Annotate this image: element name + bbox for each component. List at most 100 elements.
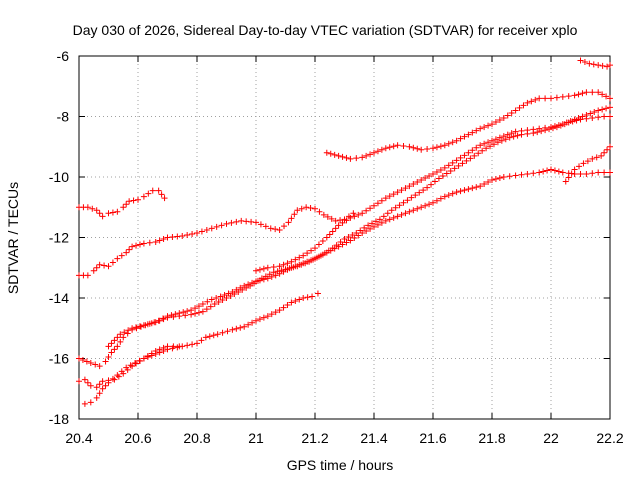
data-point	[276, 307, 283, 314]
data-point	[477, 142, 484, 149]
data-point	[567, 118, 574, 125]
data-point	[408, 194, 415, 201]
data-point	[133, 324, 140, 331]
data-point	[324, 213, 331, 220]
data-point	[208, 296, 215, 303]
data-point	[315, 241, 322, 248]
x-tick-label: 20.4	[65, 430, 92, 446]
data-point	[374, 221, 381, 228]
data-point	[367, 151, 374, 158]
data-point	[286, 265, 293, 272]
data-point	[93, 394, 100, 401]
data-point	[83, 358, 90, 365]
data-point	[353, 229, 360, 236]
x-tick-label: 20.8	[183, 430, 210, 446]
data-point	[580, 160, 587, 167]
data-point	[256, 316, 263, 323]
data-point	[248, 218, 255, 225]
data-point	[376, 216, 383, 223]
data-point	[79, 357, 86, 364]
y-tick-label: -6	[57, 48, 70, 64]
data-point	[347, 214, 354, 221]
data-point	[555, 122, 562, 129]
data-point	[243, 284, 250, 291]
data-point	[90, 267, 97, 274]
data-point	[544, 167, 551, 174]
data-point	[559, 121, 566, 128]
data-point	[233, 218, 240, 225]
data-point	[323, 234, 330, 241]
data-point	[105, 353, 112, 360]
data-point	[485, 122, 492, 129]
data-point	[118, 368, 125, 375]
data-point	[93, 207, 100, 214]
data-point	[211, 301, 218, 308]
data-point	[536, 125, 543, 132]
data-point	[471, 152, 478, 159]
data-point	[595, 89, 602, 96]
data-point	[135, 196, 141, 203]
data-point	[199, 308, 206, 315]
data-point	[589, 170, 596, 177]
y-tick-label: -16	[49, 351, 69, 367]
data-point	[551, 123, 558, 130]
data-point	[449, 139, 456, 146]
data-point	[479, 147, 486, 154]
data-point	[571, 116, 578, 123]
data-point	[494, 139, 501, 146]
data-point	[123, 364, 130, 371]
data-point	[144, 321, 151, 328]
data-point	[101, 262, 108, 269]
data-point	[551, 167, 558, 174]
data-point	[253, 267, 259, 274]
data-point	[270, 269, 277, 276]
data-point	[516, 104, 523, 111]
data-point	[590, 61, 597, 68]
data-point	[308, 247, 315, 254]
data-point	[506, 134, 513, 141]
data-point	[465, 131, 472, 138]
data-point	[390, 143, 397, 150]
data-point	[96, 210, 103, 217]
data-point	[502, 136, 509, 143]
data-point	[109, 375, 116, 382]
data-point	[129, 363, 136, 370]
y-tick-label: -14	[49, 290, 69, 306]
data-point	[215, 299, 222, 306]
data-point	[133, 360, 140, 367]
series-arc-1	[76, 187, 168, 220]
data-point	[363, 152, 370, 159]
data-point	[276, 263, 283, 270]
data-point	[481, 181, 488, 188]
data-point	[266, 271, 273, 278]
data-point	[325, 247, 332, 254]
data-point	[152, 319, 159, 326]
data-point	[500, 133, 507, 140]
axis-ticks	[78, 55, 611, 420]
data-point	[369, 220, 376, 227]
data-point	[264, 264, 271, 271]
data-point	[140, 322, 147, 329]
data-point	[347, 155, 354, 162]
data-point	[410, 181, 417, 188]
data-point	[481, 140, 488, 147]
data-point	[418, 204, 425, 211]
data-point	[428, 181, 435, 188]
data-point	[508, 130, 515, 137]
series-arc-7	[323, 89, 613, 162]
series-arc-3	[76, 166, 613, 370]
data-point	[500, 174, 507, 180]
data-point	[510, 133, 517, 140]
data-point	[188, 311, 195, 318]
data-point	[253, 219, 259, 226]
x-tick-label: 22	[543, 430, 559, 446]
data-point	[577, 170, 584, 177]
data-point	[457, 135, 464, 142]
data-point	[235, 288, 242, 295]
series-arc-5	[81, 343, 183, 407]
data-point	[595, 114, 602, 121]
data-point	[490, 141, 497, 148]
data-point	[459, 160, 466, 167]
data-point	[431, 178, 438, 185]
data-point	[433, 197, 440, 204]
